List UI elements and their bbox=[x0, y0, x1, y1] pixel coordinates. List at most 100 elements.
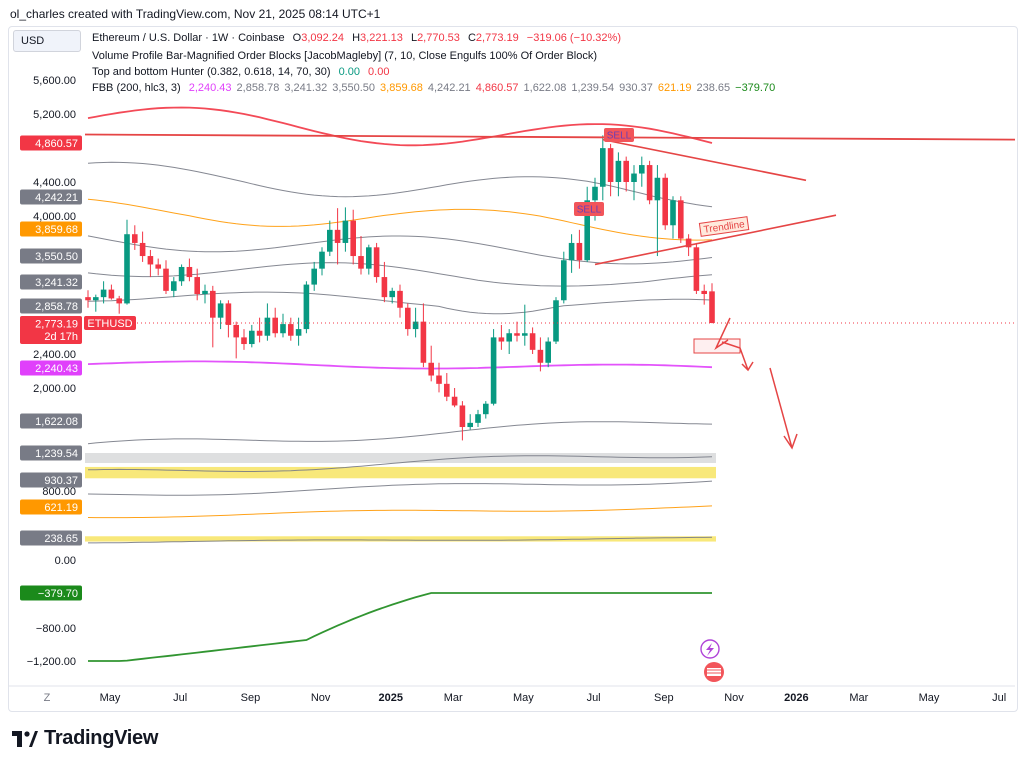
legend-indicator-2[interactable]: Top and bottom Hunter (0.382, 0.618, 14,… bbox=[92, 66, 394, 78]
legend-fbb-value: 3,550.50 bbox=[332, 82, 376, 94]
price-label-box bbox=[20, 413, 82, 429]
fbb-band-line bbox=[87, 360, 713, 370]
fbb-band-line bbox=[87, 455, 713, 472]
candle-body bbox=[420, 321, 427, 363]
target-zone-box bbox=[693, 338, 741, 354]
price-label-box bbox=[20, 248, 82, 264]
candle-body bbox=[116, 298, 122, 304]
legend-fbb-value: 930.37 bbox=[619, 82, 653, 94]
price-label: 4,860.57 bbox=[35, 138, 78, 150]
candle-body bbox=[288, 324, 294, 336]
candle-body bbox=[701, 290, 707, 295]
x-axis-tick-label: Mar bbox=[849, 692, 868, 704]
price-label: 2,773.19 bbox=[35, 319, 78, 331]
legend-open: 3,092.24 bbox=[301, 32, 345, 44]
price-label-box bbox=[20, 360, 82, 376]
candle-body bbox=[607, 148, 614, 182]
candle-body bbox=[163, 268, 169, 291]
candle-body bbox=[241, 337, 247, 345]
legend-indicator-3[interactable]: FBB (200, hlc3, 3) 2,240.43 2,858.78 3,241… bbox=[92, 82, 785, 94]
x-axis-tick-label: May bbox=[100, 692, 121, 704]
event-flag-icon-glyph bbox=[707, 668, 721, 676]
price-label: 3,241.32 bbox=[35, 277, 78, 289]
candle-body bbox=[132, 234, 138, 243]
legend-fbb-values: 2,240.43 2,858.78 3,241.32 3,550.50 3,859.68… bbox=[189, 82, 781, 94]
price-label: 2,240.43 bbox=[35, 363, 78, 375]
legend-high: 3,221.13 bbox=[360, 32, 403, 44]
candle-body bbox=[350, 220, 356, 257]
candle-body bbox=[217, 303, 224, 318]
candle-body bbox=[85, 297, 91, 301]
candle-body bbox=[685, 238, 692, 248]
x-axis-zoom-icon: Z bbox=[44, 692, 51, 704]
candle-body bbox=[529, 333, 536, 350]
tradingview-wordmark: TradingView bbox=[44, 727, 159, 749]
projection-arrow bbox=[769, 367, 798, 450]
candle-body bbox=[600, 148, 606, 187]
order-block-zone bbox=[85, 466, 716, 479]
candle-body bbox=[639, 165, 645, 174]
y-axis-tick-label: 4,000.00 bbox=[33, 211, 76, 223]
legend-fbb-value: 3,859.68 bbox=[380, 82, 423, 94]
order-block-zone bbox=[85, 536, 716, 542]
candle-body bbox=[397, 290, 403, 308]
x-axis-tick-label: Jul bbox=[992, 692, 1006, 704]
y-axis-tick-label: −1,200.00 bbox=[27, 656, 76, 668]
legend-indicator-1[interactable]: Volume Profile Bar-Magnified Order Block… bbox=[92, 50, 598, 62]
candle-body bbox=[272, 317, 278, 334]
legend-c-label: C bbox=[467, 32, 476, 44]
legend-symbol[interactable]: Ethereum / U.S. Dollar · 1W · Coinbase bbox=[92, 32, 285, 44]
candle-body bbox=[373, 247, 380, 278]
candle-body bbox=[178, 266, 185, 282]
y-axis: 5,600.00 5,200.00 4,400.00 4,000.00 2,400.00… bbox=[20, 75, 136, 668]
candle-body bbox=[451, 396, 458, 406]
candle-body bbox=[295, 329, 302, 336]
legend-indicator-3-title: FBB (200, hlc3, 3) bbox=[92, 82, 181, 94]
fbb-band-line bbox=[87, 198, 713, 241]
y-axis-tick-label: 800.00 bbox=[42, 486, 76, 498]
x-axis-tick-label: Mar bbox=[444, 692, 463, 704]
currency-selector[interactable]: USD bbox=[13, 30, 81, 52]
candle-body bbox=[514, 333, 520, 336]
legend-fbb-value: 621.19 bbox=[657, 82, 692, 94]
trendline-upper bbox=[602, 138, 807, 182]
x-axis-tick-label: Sep bbox=[654, 692, 674, 704]
tradingview-logo-icon bbox=[12, 730, 38, 747]
candle-body bbox=[124, 234, 130, 304]
price-label-countdown: 2d 17h bbox=[44, 331, 78, 343]
candle-body bbox=[537, 349, 544, 363]
fbb-band-line bbox=[87, 505, 713, 519]
candle-body bbox=[171, 281, 177, 291]
price-label: 621.19 bbox=[44, 502, 78, 514]
candle-body bbox=[490, 337, 497, 404]
candle-body bbox=[592, 186, 598, 201]
trendline-label-box bbox=[698, 216, 750, 237]
candle-body bbox=[366, 247, 372, 269]
legend-indicator-2-value-2: 0.00 bbox=[368, 66, 390, 78]
fbb-band-line bbox=[87, 235, 713, 265]
candle-body bbox=[412, 321, 419, 330]
candle-body bbox=[405, 307, 411, 330]
x-axis-tick-label: 2026 bbox=[784, 692, 808, 704]
fbb-band-line bbox=[87, 480, 713, 496]
candle-body bbox=[194, 277, 200, 295]
candle-body bbox=[389, 290, 395, 298]
candle-body bbox=[108, 289, 115, 299]
x-axis-tick-label: May bbox=[513, 692, 534, 704]
sell-label: SELL bbox=[607, 131, 632, 142]
trendline-lower bbox=[594, 214, 837, 266]
price-label-box bbox=[20, 585, 82, 601]
candle-body bbox=[709, 291, 715, 323]
price-label-box bbox=[20, 135, 82, 151]
candle-body bbox=[147, 256, 154, 265]
price-label-box bbox=[20, 274, 82, 290]
legend-fbb-value: 1,622.08 bbox=[523, 82, 567, 94]
candle-body bbox=[615, 160, 622, 182]
x-axis-tick-label: Jul bbox=[173, 692, 187, 704]
y-axis-tick-label: 2,400.00 bbox=[33, 349, 76, 361]
candle-body bbox=[100, 289, 107, 298]
candle-body bbox=[568, 242, 575, 261]
candle-body bbox=[506, 333, 512, 342]
legend-o-label: O bbox=[292, 32, 302, 44]
